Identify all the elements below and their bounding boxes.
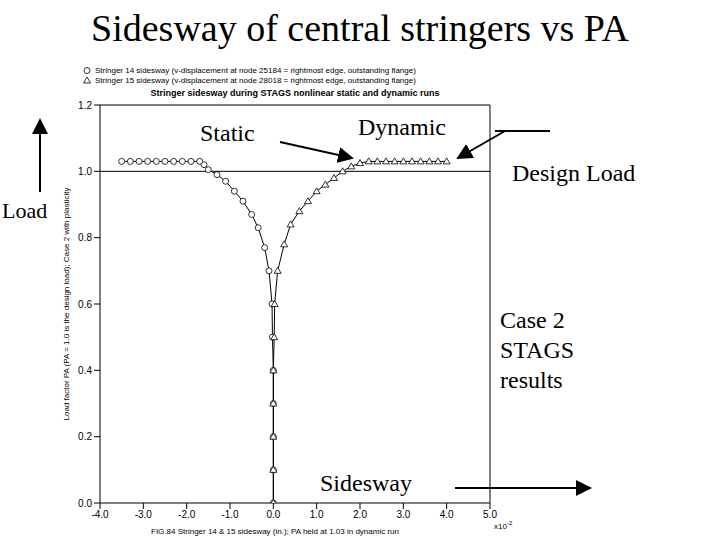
html-text:x10-2: x10-2 — [494, 520, 513, 531]
html-text:STAGS: STAGS — [500, 337, 575, 363]
svg-text:3.0: 3.0 — [396, 509, 410, 520]
html-text:Load: Load — [2, 198, 48, 223]
html-text:Dynamic: Dynamic — [358, 114, 446, 140]
html-text:Case 2: Case 2 — [500, 307, 565, 333]
html-text:results: results — [500, 367, 563, 393]
svg-text:0.2: 0.2 — [78, 431, 92, 442]
html-text:Stringer 15 sidesway (v-displa: Stringer 15 sidesway (v-displacement at … — [95, 76, 416, 85]
html-text:Static: Static — [200, 120, 255, 146]
svg-text:0.0: 0.0 — [266, 509, 280, 520]
svg-text:2.0: 2.0 — [353, 509, 367, 520]
svg-text:0.0: 0.0 — [78, 498, 92, 509]
svg-text:4.0: 4.0 — [440, 509, 454, 520]
svg-text:1.0: 1.0 — [78, 166, 92, 177]
svg-text:-2.0: -2.0 — [178, 509, 196, 520]
html-text:FIG.84 Stringer 14 & 15 sidesw: FIG.84 Stringer 14 & 15 sidesway (in.); … — [151, 527, 399, 536]
svg-text:0.6: 0.6 — [78, 299, 92, 310]
svg-text:1.0: 1.0 — [310, 509, 324, 520]
html-text:Load factor PA (PA = 1.0 is th: Load factor PA (PA = 1.0 is the design l… — [61, 187, 71, 421]
html-text:Sidesway: Sidesway — [320, 470, 412, 496]
svg-text:0.4: 0.4 — [78, 365, 92, 376]
html-text:Stringer 14 sidesway (v-displa: Stringer 14 sidesway (v-displacement at … — [95, 66, 416, 75]
svg-text:-3.0: -3.0 — [135, 509, 153, 520]
svg-text:5.0: 5.0 — [483, 509, 497, 520]
svg-text:-4.0: -4.0 — [91, 509, 109, 520]
svg-text:-1.0: -1.0 — [221, 509, 239, 520]
svg-text:1.2: 1.2 — [78, 100, 92, 111]
svg-text:0.8: 0.8 — [78, 232, 92, 243]
html-text:Sidesway of central stringers: Sidesway of central stringers vs PA — [91, 7, 629, 49]
html-text:Stringer sidesway during STAGS: Stringer sidesway during STAGS nonlinear… — [150, 88, 440, 98]
html-text:Design Load: Design Load — [512, 160, 636, 186]
